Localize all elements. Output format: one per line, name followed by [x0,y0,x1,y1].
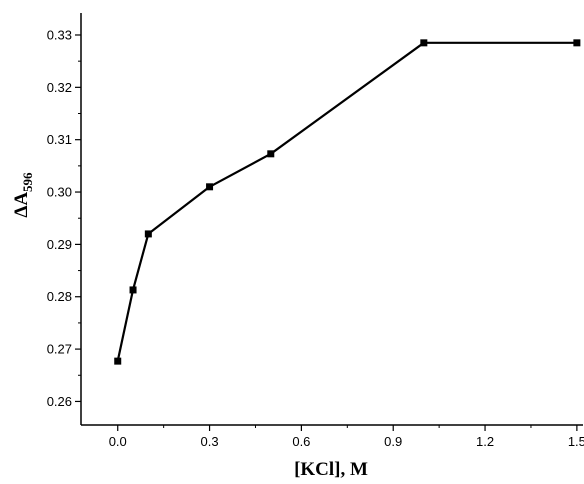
data-point [129,286,137,294]
x-axis-title: [KCl], M [294,459,368,480]
data-point [206,183,214,191]
y-tick-label: 0.30 [47,185,72,200]
y-ticks: 0.26 0.27 0.28 0.29 0.30 0.31 0.32 0.33 [47,27,81,409]
x-tick-label: 0.3 [201,434,219,449]
y-tick-label: 0.27 [47,342,72,357]
y-tick-label: 0.33 [47,27,72,42]
x-tick-label: 0.0 [109,434,127,449]
x-tick-label: 1.5 [568,434,584,449]
y-tick-label: 0.31 [47,132,72,147]
data-point [420,39,428,47]
y-tick-label: 0.26 [47,394,72,409]
x-tick-label: 1.2 [476,434,494,449]
data-point [573,39,581,47]
x-ticks: 0.0 0.3 0.6 0.9 1.2 1.5 [109,425,584,449]
series-line [116,41,577,362]
data-series [114,39,581,365]
y-axis-title-subscript: 596 [20,172,35,192]
x-tick-label: 0.6 [292,434,310,449]
y-tick-label: 0.28 [47,289,72,304]
data-point [267,150,275,158]
y-axis-title: ΔA596 [11,172,35,218]
x-tick-label: 0.9 [384,434,402,449]
y-tick-label: 0.32 [47,80,72,95]
y-axis-title-main: ΔA [11,192,32,218]
data-point [114,357,122,365]
y-tick-label: 0.29 [47,237,72,252]
data-point [144,230,152,238]
axes [80,13,583,426]
